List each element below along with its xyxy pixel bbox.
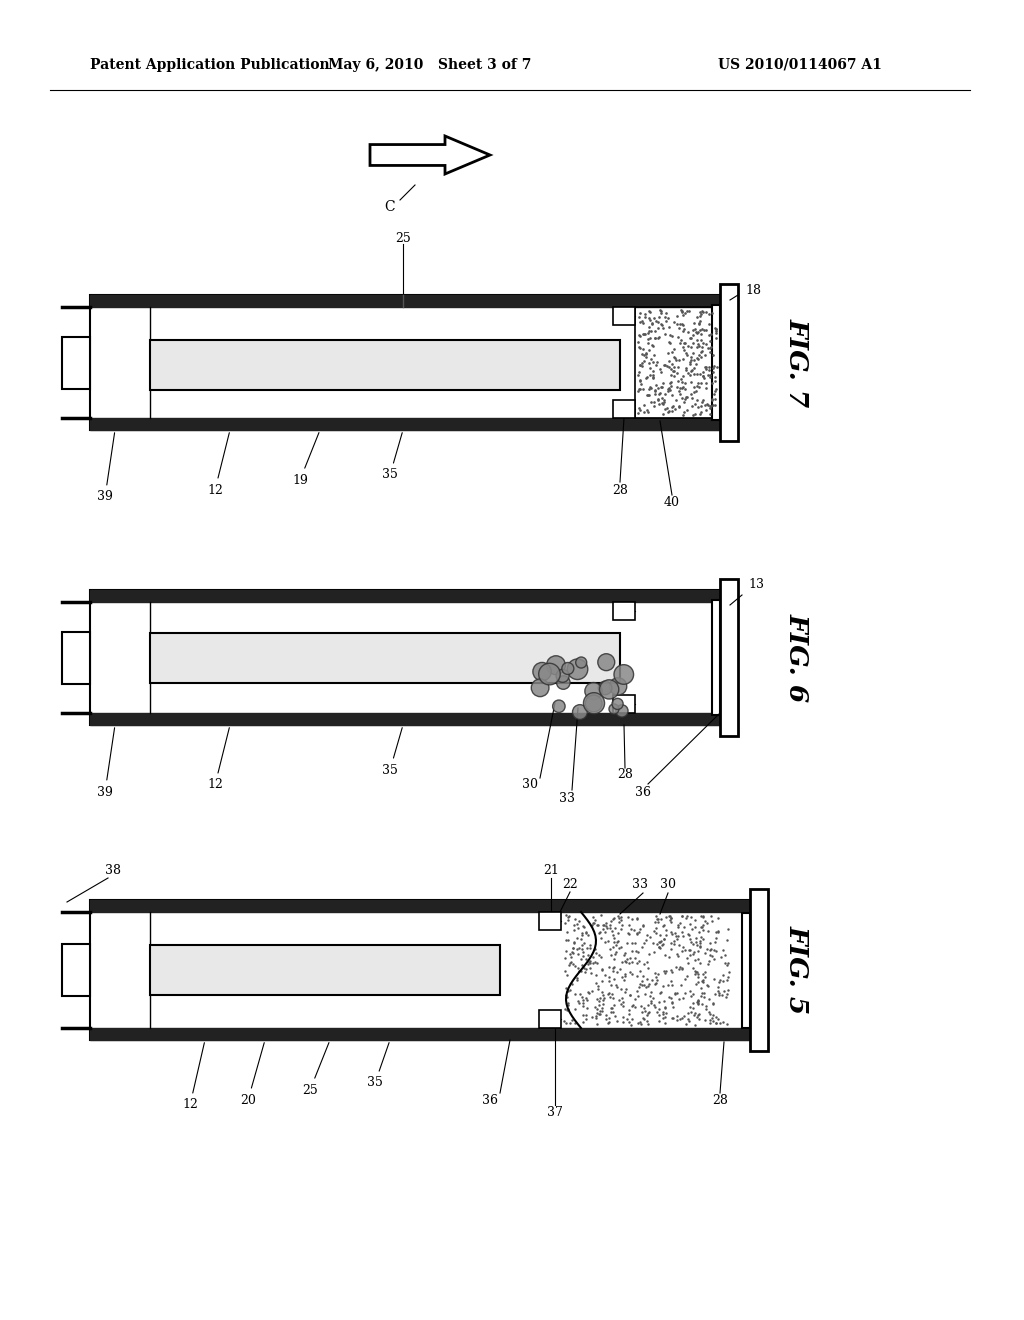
Bar <box>90 900 750 1040</box>
Circle shape <box>575 657 587 668</box>
Bar <box>90 294 720 430</box>
Text: FIG. 6: FIG. 6 <box>785 614 810 702</box>
Bar <box>539 912 561 931</box>
Text: 39: 39 <box>97 727 115 799</box>
Circle shape <box>615 705 628 717</box>
Bar <box>712 305 720 420</box>
Text: 25: 25 <box>395 231 411 244</box>
Text: 18: 18 <box>745 284 761 297</box>
Text: 30: 30 <box>660 879 676 891</box>
Bar <box>62 631 90 684</box>
Text: 22: 22 <box>562 879 578 891</box>
Circle shape <box>586 696 602 711</box>
Bar <box>90 294 720 308</box>
Circle shape <box>599 680 618 700</box>
Bar <box>150 945 500 995</box>
Text: 19: 19 <box>292 433 318 487</box>
Bar <box>712 601 720 715</box>
Bar <box>635 308 720 418</box>
Bar <box>750 888 768 1051</box>
Circle shape <box>531 678 549 697</box>
Text: May 6, 2010   Sheet 3 of 7: May 6, 2010 Sheet 3 of 7 <box>329 58 531 73</box>
Text: C: C <box>385 201 395 214</box>
Text: 13: 13 <box>748 578 764 591</box>
Text: 36: 36 <box>635 785 651 799</box>
Text: 33: 33 <box>559 792 575 804</box>
Bar <box>539 1010 561 1028</box>
Bar <box>90 590 720 725</box>
Bar <box>720 579 738 737</box>
Circle shape <box>572 705 588 719</box>
Circle shape <box>532 663 551 681</box>
Bar <box>150 632 620 682</box>
Text: 33: 33 <box>632 879 648 891</box>
Text: FIG. 7: FIG. 7 <box>785 318 810 408</box>
Bar <box>742 912 750 1027</box>
Text: 21: 21 <box>543 863 559 876</box>
Circle shape <box>539 663 560 685</box>
Bar <box>613 308 635 325</box>
Bar <box>90 900 750 912</box>
Bar <box>613 696 635 713</box>
Bar <box>720 284 738 441</box>
Bar <box>90 590 720 602</box>
Circle shape <box>598 653 614 671</box>
Circle shape <box>585 682 602 700</box>
Text: 35: 35 <box>382 727 402 776</box>
Bar <box>62 944 90 997</box>
Text: 28: 28 <box>712 1093 728 1106</box>
FancyArrow shape <box>370 136 490 174</box>
Circle shape <box>584 693 604 714</box>
Bar <box>90 713 720 725</box>
Circle shape <box>547 656 565 675</box>
Circle shape <box>614 665 634 684</box>
Text: FIG. 5: FIG. 5 <box>785 925 810 1015</box>
Circle shape <box>556 676 570 689</box>
Text: 36: 36 <box>482 1093 498 1106</box>
Text: 12: 12 <box>182 1043 205 1111</box>
Bar <box>613 400 635 418</box>
Bar <box>613 602 635 620</box>
Circle shape <box>562 663 573 675</box>
Text: 12: 12 <box>207 727 229 792</box>
Bar <box>90 1028 750 1040</box>
Text: 20: 20 <box>240 1043 264 1106</box>
Circle shape <box>612 698 624 709</box>
Text: 35: 35 <box>367 1043 389 1089</box>
Text: US 2010/0114067 A1: US 2010/0114067 A1 <box>718 58 882 73</box>
Text: 38: 38 <box>105 863 121 876</box>
Text: 28: 28 <box>617 768 633 781</box>
Text: 40: 40 <box>664 496 680 510</box>
Circle shape <box>553 700 565 713</box>
Text: 30: 30 <box>522 779 538 792</box>
Circle shape <box>598 681 612 694</box>
Circle shape <box>567 659 588 680</box>
Circle shape <box>609 677 627 696</box>
Bar <box>150 341 620 389</box>
Text: 39: 39 <box>97 433 115 503</box>
Circle shape <box>556 669 569 682</box>
Bar <box>62 337 90 388</box>
Text: 37: 37 <box>547 1106 563 1119</box>
Circle shape <box>609 704 618 714</box>
Text: Patent Application Publication: Patent Application Publication <box>90 58 330 73</box>
Bar <box>90 418 720 430</box>
Text: 25: 25 <box>302 1043 329 1097</box>
Text: 12: 12 <box>207 433 229 496</box>
Text: 28: 28 <box>612 483 628 496</box>
Text: 35: 35 <box>382 433 402 482</box>
